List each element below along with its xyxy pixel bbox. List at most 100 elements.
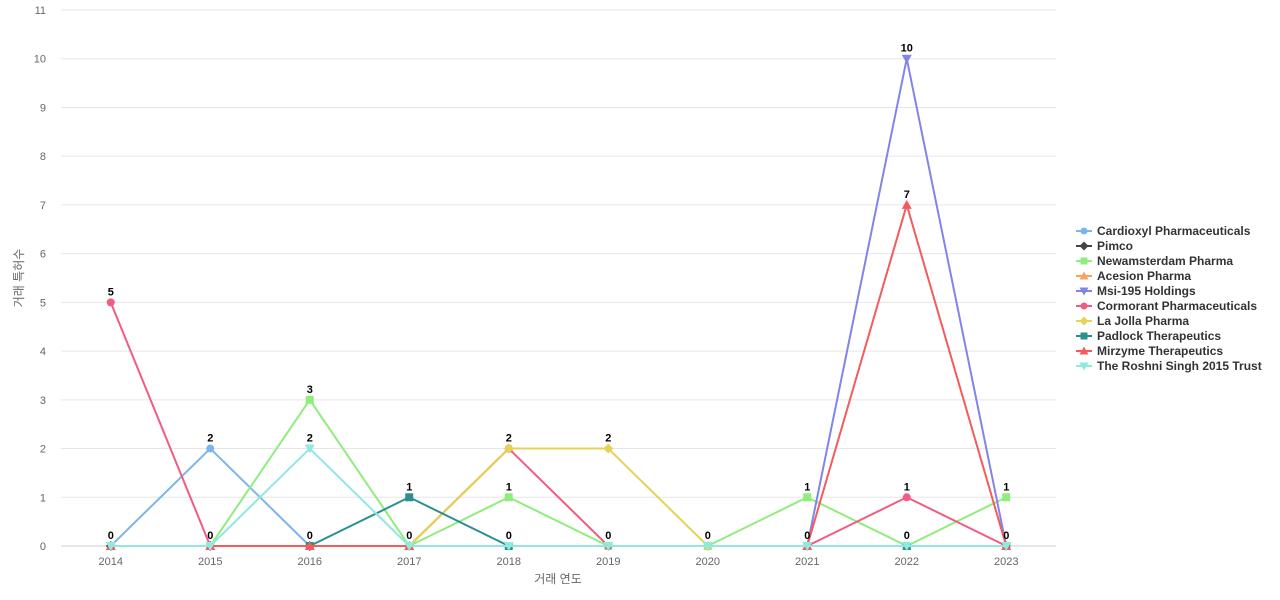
legend-marker: [1080, 302, 1088, 310]
data-label: 3: [307, 384, 313, 396]
data-point: [603, 443, 614, 454]
data-point: [1001, 542, 1012, 551]
legend-label: Newamsterdam Pharma: [1097, 254, 1233, 268]
data-point: [902, 493, 911, 502]
legend-label: The Roshni Singh 2015 Trust: [1097, 359, 1262, 373]
data-point: [503, 542, 514, 551]
data-point: [603, 542, 614, 551]
grid: [61, 9, 1056, 547]
data-point: [504, 493, 513, 502]
legend-item[interactable]: The Roshni Singh 2015 Trust: [1076, 359, 1262, 373]
y-tick-label: 4: [40, 346, 46, 358]
legend-marker: [1080, 332, 1088, 340]
data-label: 0: [108, 530, 114, 542]
x-tick-label: 2022: [895, 556, 919, 568]
data-point: [901, 54, 912, 64]
data-label: 2: [307, 433, 313, 445]
y-tick-label: 8: [40, 151, 46, 163]
series-group: [105, 444, 1012, 551]
legend-label: La Jolla Pharma: [1097, 314, 1189, 328]
legend-marker: [1079, 271, 1089, 280]
x-tick-label: 2015: [198, 556, 222, 568]
data-label: 2: [605, 433, 611, 445]
x-tick-label: 2014: [99, 556, 123, 568]
legend-item[interactable]: Cormorant Pharmaceuticals: [1076, 299, 1257, 313]
y-tick-label: 11: [35, 5, 46, 17]
data-point: [405, 493, 414, 502]
legend-item[interactable]: Msi-195 Holdings: [1076, 284, 1196, 298]
legend-marker: [1079, 241, 1089, 251]
series-group: [106, 298, 1011, 550]
y-tick-label: 9: [40, 102, 46, 114]
legend-label: Msi-195 Holdings: [1097, 284, 1196, 298]
data-label: 2: [207, 433, 213, 445]
data-point: [803, 493, 812, 502]
data-label: 2: [506, 433, 512, 445]
legend-label: Cormorant Pharmaceuticals: [1097, 299, 1257, 313]
legend-marker: [1080, 257, 1088, 265]
x-tick-label: 2017: [397, 556, 421, 568]
x-tick-label: 2016: [298, 556, 322, 568]
x-tick-label: 2021: [795, 556, 819, 568]
y-tick-label: 5: [40, 297, 46, 309]
legend-item[interactable]: Mirzyme Therapeutics: [1076, 344, 1223, 358]
data-label: 0: [307, 530, 313, 542]
legend-label: Cardioxyl Pharmaceuticals: [1097, 224, 1251, 238]
x-axis-title: 거래 연도: [534, 572, 582, 586]
data-label: 10: [901, 43, 913, 55]
x-tick-label: 2019: [596, 556, 620, 568]
data-point: [304, 444, 315, 454]
y-axis-title: 거래 특허수: [12, 249, 26, 308]
legend-label: Padlock Therapeutics: [1097, 329, 1221, 343]
legend-marker: [1079, 316, 1089, 326]
data-point: [205, 542, 216, 551]
data-label: 1: [804, 481, 810, 493]
data-label: 0: [705, 530, 711, 542]
data-point: [304, 541, 315, 550]
legend-item[interactable]: Padlock Therapeutics: [1076, 329, 1221, 343]
x-tick-label: 2020: [696, 556, 720, 568]
legend-marker: [1079, 362, 1089, 371]
y-tick-label: 6: [40, 249, 46, 261]
data-point: [901, 199, 912, 209]
data-label: 0: [406, 530, 412, 542]
data-label: 1: [406, 481, 412, 493]
legend-marker: [1079, 287, 1089, 296]
legend-item[interactable]: Acesion Pharma: [1076, 269, 1191, 283]
legend-item[interactable]: Newamsterdam Pharma: [1076, 254, 1233, 268]
data-label: 1: [1003, 481, 1009, 493]
data-label: 5: [108, 286, 114, 298]
y-tick-label: 0: [40, 541, 46, 553]
y-tick-label: 2: [40, 444, 46, 456]
data-point: [503, 443, 514, 454]
legend-marker: [1080, 227, 1088, 235]
y-tick-label: 7: [40, 200, 46, 212]
data-point: [901, 542, 912, 551]
series-line: [209, 398, 1008, 547]
legend-label: Acesion Pharma: [1097, 269, 1191, 283]
data-point: [702, 542, 713, 551]
legend: Cardioxyl PharmaceuticalsPimcoNewamsterd…: [1076, 224, 1262, 373]
data-label: 1: [904, 481, 910, 493]
data-point: [1002, 493, 1011, 502]
legend-item[interactable]: Pimco: [1076, 239, 1133, 253]
data-point: [305, 395, 314, 404]
legend-label: Mirzyme Therapeutics: [1097, 344, 1223, 358]
series-line: [408, 447, 709, 547]
data-point: [802, 542, 813, 551]
data-label: 1: [506, 481, 512, 493]
series-group: [206, 395, 1011, 550]
legend-item[interactable]: Cardioxyl Pharmaceuticals: [1076, 224, 1251, 238]
legend-item[interactable]: La Jolla Pharma: [1076, 314, 1189, 328]
legend-label: Pimco: [1097, 239, 1133, 253]
x-tick-label: 2018: [497, 556, 521, 568]
legend-marker: [1079, 346, 1089, 355]
data-label: 7: [904, 189, 910, 201]
y-tick-label: 3: [40, 395, 46, 407]
y-tick-label: 1: [40, 492, 46, 504]
data-label: 0: [804, 530, 810, 542]
series: [105, 54, 1012, 551]
